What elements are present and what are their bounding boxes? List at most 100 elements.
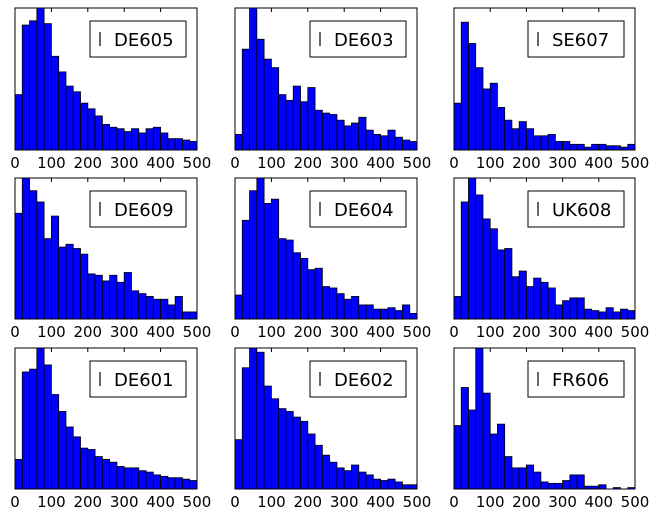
- x-tick-label: 300: [110, 323, 139, 341]
- histogram-bar: [65, 85, 74, 151]
- histogram-panel-de601: 0 100 200 300 400 500 DE601: [10, 347, 212, 511]
- histogram-bar: [605, 307, 614, 320]
- histogram-bar: [387, 307, 396, 320]
- histogram-bar: [174, 296, 183, 320]
- histogram-bar: [51, 55, 60, 151]
- axes-frame: [14, 177, 198, 320]
- histogram-bar: [131, 290, 140, 320]
- legend: DE602: [309, 360, 407, 398]
- x-tick-label: 0: [230, 323, 240, 341]
- histogram-bar: [300, 101, 309, 151]
- histogram-bar: [365, 304, 374, 320]
- legend-label: DE601: [114, 370, 174, 391]
- histogram-bar: [152, 126, 162, 151]
- x-tick-label: 200: [73, 323, 102, 341]
- x-tick-label: 200: [293, 154, 322, 172]
- histogram-bar: [167, 477, 176, 490]
- histogram-bar: [387, 478, 396, 490]
- histogram-bar: [475, 67, 484, 151]
- legend-box: [309, 20, 407, 58]
- x-tick-label: 500: [183, 323, 212, 341]
- histogram-bar: [533, 471, 542, 490]
- histogram-bar: [460, 201, 469, 320]
- legend-label: SE607: [552, 30, 609, 51]
- histogram-bar: [307, 87, 316, 151]
- histogram-bar: [160, 132, 169, 151]
- histogram-bar: [351, 296, 360, 320]
- histogram-bar: [554, 482, 563, 490]
- legend-label: UK608: [552, 200, 611, 221]
- legend-box: [89, 360, 187, 398]
- histogram-bar: [605, 145, 614, 151]
- histogram-bar: [80, 447, 89, 490]
- histogram-bar: [394, 481, 403, 490]
- x-tick-label: 0: [10, 493, 20, 511]
- histogram-bar: [351, 122, 360, 151]
- histogram-bar: [270, 198, 280, 320]
- histogram-bar: [365, 474, 374, 490]
- histogram-bar: [468, 43, 477, 151]
- histogram-bar: [51, 215, 60, 320]
- histogram-bar: [409, 312, 418, 320]
- histogram-bar: [598, 311, 607, 320]
- histogram-bar: [526, 286, 535, 320]
- histogram-bar: [116, 128, 125, 151]
- histogram-bar: [380, 480, 389, 490]
- histogram-bar: [402, 304, 411, 320]
- histogram-bar: [249, 190, 258, 320]
- x-tick-label: 200: [512, 493, 541, 511]
- histogram-bar: [402, 484, 411, 490]
- axes-frame: [453, 177, 636, 320]
- x-tick-label: 400: [366, 323, 395, 341]
- legend-label: DE603: [334, 30, 394, 51]
- histogram-bar: [36, 7, 45, 151]
- histogram-bar: [160, 298, 169, 320]
- histogram-bar: [36, 347, 45, 490]
- histogram-bar: [241, 219, 250, 320]
- histogram-bar: [182, 478, 191, 490]
- histogram-bar: [358, 471, 367, 490]
- histogram-bar: [554, 304, 563, 320]
- histogram-bar: [307, 433, 316, 490]
- histogram-bar: [14, 212, 23, 320]
- histogram-bar: [256, 177, 265, 320]
- histogram-bar: [504, 119, 513, 151]
- histogram-bar: [497, 249, 506, 320]
- histogram-bar: [263, 202, 272, 320]
- histogram-bar: [145, 296, 154, 320]
- x-tick-label: 100: [257, 493, 286, 511]
- histogram-bar: [14, 94, 23, 151]
- histogram-bar: [540, 481, 549, 490]
- histogram-bar: [58, 71, 67, 151]
- histogram-bar: [497, 107, 506, 151]
- legend: DE609: [89, 190, 187, 228]
- histogram-bar: [518, 121, 527, 151]
- histogram-bar: [109, 126, 118, 151]
- histogram-bar: [256, 38, 265, 151]
- histogram-bar: [182, 311, 191, 320]
- histogram-bar: [598, 484, 607, 490]
- x-tick-label: 500: [183, 493, 212, 511]
- histogram-bar: [263, 58, 272, 151]
- histogram-bar: [182, 139, 191, 151]
- x-tick-label: 300: [330, 493, 359, 511]
- histogram-bar: [167, 304, 176, 320]
- x-tick-label: 100: [37, 154, 66, 172]
- histogram-bar: [547, 482, 556, 490]
- histogram-bar: [160, 475, 169, 490]
- histogram-bar: [460, 21, 469, 151]
- histogram-bar: [329, 114, 338, 151]
- x-tick-label: 0: [449, 323, 459, 341]
- histogram-bar: [321, 454, 331, 490]
- legend-label: FR606: [552, 370, 609, 391]
- legend-label: DE602: [334, 370, 394, 391]
- histogram-bar: [620, 308, 629, 320]
- histogram-bar: [145, 128, 154, 151]
- histogram-bar: [292, 252, 301, 320]
- axes-frame: [234, 7, 418, 151]
- histogram-bar: [58, 411, 67, 490]
- legend: UK608: [527, 190, 625, 228]
- x-tick-label: 200: [73, 493, 102, 511]
- x-tick-label: 0: [449, 154, 459, 172]
